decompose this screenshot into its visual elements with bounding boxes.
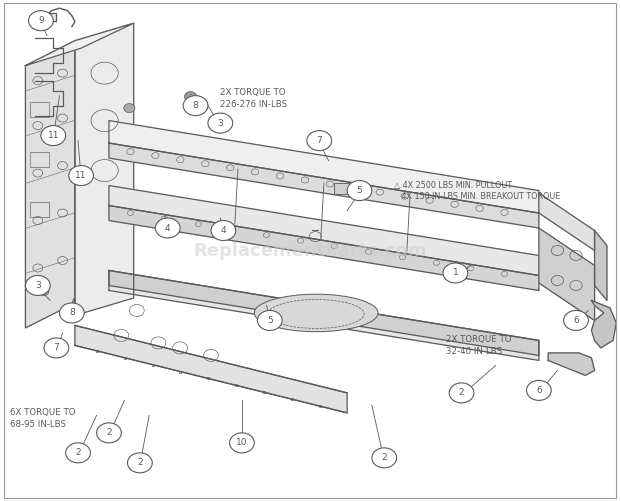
Circle shape <box>347 180 372 200</box>
Text: △ 4X 2500 LBS MIN. PULLOUT
   4X 150 IN-LBS MIN. BREAKOUT TORQUE: △ 4X 2500 LBS MIN. PULLOUT 4X 150 IN-LBS… <box>394 180 560 201</box>
Polygon shape <box>75 326 347 413</box>
Circle shape <box>307 131 332 151</box>
Circle shape <box>156 218 180 238</box>
Polygon shape <box>35 13 56 28</box>
Bar <box>30 202 49 217</box>
Text: 3: 3 <box>35 281 41 290</box>
Circle shape <box>39 288 49 296</box>
Text: 11: 11 <box>48 131 59 140</box>
Polygon shape <box>109 185 539 276</box>
Text: 2: 2 <box>106 428 112 437</box>
Circle shape <box>229 433 254 453</box>
Polygon shape <box>25 41 75 328</box>
Text: 10: 10 <box>236 438 248 447</box>
Text: 2: 2 <box>381 453 387 462</box>
Polygon shape <box>109 121 539 213</box>
Ellipse shape <box>254 294 378 332</box>
Circle shape <box>526 380 551 400</box>
Text: 6X TORQUE TO
68-95 IN-LBS: 6X TORQUE TO 68-95 IN-LBS <box>10 408 76 429</box>
Text: 8: 8 <box>193 101 198 110</box>
Text: 2X TORQUE TO
32-40 IN-LBS: 2X TORQUE TO 32-40 IN-LBS <box>446 336 512 356</box>
Circle shape <box>564 311 588 331</box>
Polygon shape <box>75 23 134 316</box>
Circle shape <box>183 96 208 116</box>
Polygon shape <box>109 271 539 355</box>
Circle shape <box>44 338 69 358</box>
Circle shape <box>128 453 153 473</box>
Polygon shape <box>539 228 595 321</box>
Circle shape <box>69 165 94 185</box>
Circle shape <box>184 92 197 102</box>
Circle shape <box>97 423 122 443</box>
Polygon shape <box>109 271 539 360</box>
Text: 5: 5 <box>267 316 273 325</box>
Circle shape <box>124 104 135 113</box>
Circle shape <box>62 307 73 316</box>
Text: 2: 2 <box>137 458 143 467</box>
Polygon shape <box>25 23 134 66</box>
Circle shape <box>66 443 91 463</box>
Text: 4: 4 <box>165 223 171 232</box>
Text: 4: 4 <box>221 226 226 235</box>
Text: 8: 8 <box>69 309 74 318</box>
Circle shape <box>372 448 397 468</box>
Circle shape <box>60 303 84 323</box>
Polygon shape <box>109 205 539 291</box>
Text: 3: 3 <box>218 119 223 128</box>
Text: 2: 2 <box>459 388 464 397</box>
Polygon shape <box>548 353 595 375</box>
Circle shape <box>211 220 236 240</box>
Text: 6: 6 <box>573 316 579 325</box>
Text: ReplacementParts.com: ReplacementParts.com <box>193 241 427 260</box>
Text: 11: 11 <box>76 171 87 180</box>
Polygon shape <box>595 230 607 301</box>
Bar <box>30 102 49 117</box>
Text: 5: 5 <box>356 186 362 195</box>
Text: 6: 6 <box>536 386 542 395</box>
Text: 9: 9 <box>38 16 44 25</box>
Circle shape <box>443 263 467 283</box>
Bar <box>334 183 356 194</box>
Bar <box>30 152 49 167</box>
Text: 2X TORQUE TO
226-276 IN-LBS: 2X TORQUE TO 226-276 IN-LBS <box>220 88 288 109</box>
Polygon shape <box>591 301 616 348</box>
Circle shape <box>41 126 66 146</box>
Text: 2: 2 <box>75 448 81 457</box>
Circle shape <box>25 276 50 296</box>
Polygon shape <box>539 193 595 250</box>
Circle shape <box>29 11 53 31</box>
Circle shape <box>449 383 474 403</box>
Polygon shape <box>109 143 539 228</box>
Text: 1: 1 <box>453 269 458 278</box>
Circle shape <box>257 311 282 331</box>
Text: 7: 7 <box>316 136 322 145</box>
Circle shape <box>208 113 232 133</box>
Text: 7: 7 <box>53 343 60 352</box>
